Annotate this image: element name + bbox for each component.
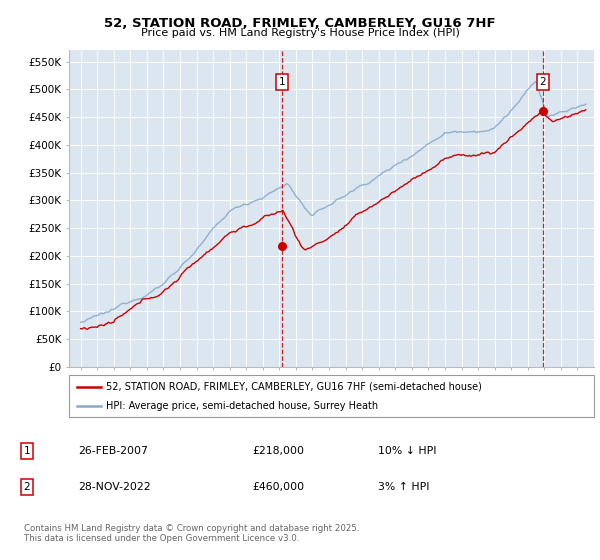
Text: 28-NOV-2022: 28-NOV-2022 xyxy=(78,482,151,492)
Text: 1: 1 xyxy=(278,77,285,87)
Text: £460,000: £460,000 xyxy=(252,482,304,492)
Text: 26-FEB-2007: 26-FEB-2007 xyxy=(78,446,148,456)
Text: 2: 2 xyxy=(539,77,546,87)
Text: 3% ↑ HPI: 3% ↑ HPI xyxy=(378,482,430,492)
Text: 52, STATION ROAD, FRIMLEY, CAMBERLEY, GU16 7HF: 52, STATION ROAD, FRIMLEY, CAMBERLEY, GU… xyxy=(104,17,496,30)
Text: 1: 1 xyxy=(23,446,31,456)
Text: HPI: Average price, semi-detached house, Surrey Heath: HPI: Average price, semi-detached house,… xyxy=(106,401,378,411)
Text: 2: 2 xyxy=(23,482,31,492)
Text: 10% ↓ HPI: 10% ↓ HPI xyxy=(378,446,437,456)
Text: Price paid vs. HM Land Registry's House Price Index (HPI): Price paid vs. HM Land Registry's House … xyxy=(140,28,460,38)
Text: Contains HM Land Registry data © Crown copyright and database right 2025.
This d: Contains HM Land Registry data © Crown c… xyxy=(24,524,359,543)
Text: 52, STATION ROAD, FRIMLEY, CAMBERLEY, GU16 7HF (semi-detached house): 52, STATION ROAD, FRIMLEY, CAMBERLEY, GU… xyxy=(106,381,482,391)
Text: £218,000: £218,000 xyxy=(252,446,304,456)
